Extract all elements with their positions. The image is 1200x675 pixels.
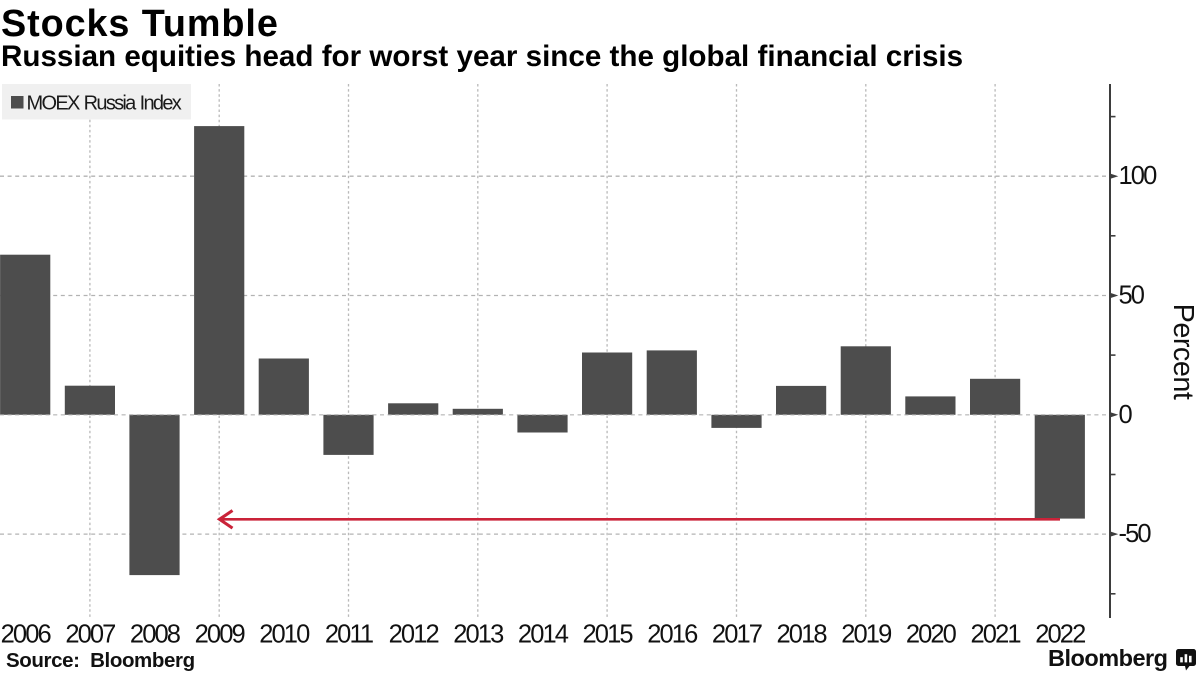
- svg-text:Percent: Percent: [1167, 304, 1199, 400]
- svg-text:2020: 2020: [906, 621, 957, 649]
- svg-text:2007: 2007: [65, 621, 115, 649]
- svg-text:2015: 2015: [583, 621, 634, 649]
- svg-text:2016: 2016: [647, 621, 698, 649]
- svg-text:100: 100: [1119, 162, 1158, 190]
- svg-text:2006: 2006: [1, 621, 52, 649]
- svg-text:2018: 2018: [777, 621, 828, 649]
- svg-text:2011: 2011: [325, 621, 373, 649]
- svg-text:2022: 2022: [1035, 621, 1085, 649]
- svg-text:2013: 2013: [453, 621, 504, 649]
- svg-text:2019: 2019: [841, 621, 891, 649]
- svg-text:2010: 2010: [259, 621, 310, 649]
- svg-text:2012: 2012: [389, 621, 439, 649]
- svg-text:2021: 2021: [971, 621, 1021, 649]
- svg-text:2017: 2017: [712, 621, 762, 649]
- svg-text:2008: 2008: [130, 621, 181, 649]
- svg-text:0: 0: [1119, 401, 1133, 429]
- svg-text:MOEX Russia Index: MOEX Russia Index: [27, 93, 182, 115]
- svg-text:50: 50: [1119, 282, 1145, 310]
- svg-text:2009: 2009: [195, 621, 245, 649]
- svg-text:-50: -50: [1119, 520, 1152, 548]
- svg-text:2014: 2014: [518, 621, 569, 649]
